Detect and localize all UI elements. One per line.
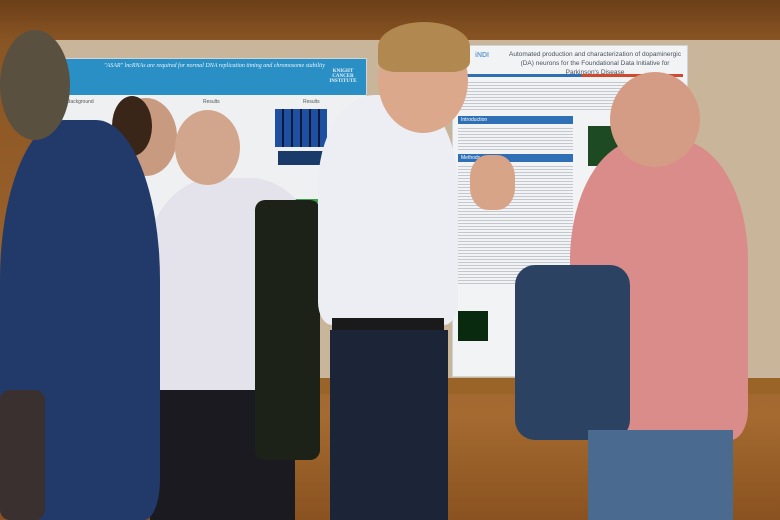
- bald-man-head: [610, 72, 700, 167]
- section-results-2: Results: [303, 99, 320, 105]
- indi-logo: iNDI: [475, 52, 489, 59]
- person-presenter-shirt: [318, 95, 458, 325]
- figure-grid: [275, 109, 327, 147]
- poster-left-title: "ASAR" lncRNAs are required for normal D…: [104, 63, 325, 69]
- hand-holding-paper: [0, 390, 45, 520]
- section-introduction: Introduction: [458, 116, 573, 124]
- section-results-1: Results: [203, 99, 220, 105]
- shoulder-bag: [255, 200, 320, 460]
- title-rule: [458, 74, 683, 77]
- figure-microscopy-2: [458, 311, 488, 341]
- belt: [332, 318, 444, 330]
- poster-right-title: Automated production and characterizatio…: [509, 51, 681, 76]
- bald-head: [175, 110, 240, 185]
- knight-cancer-logo: KNIGHT CANCER INSTITUTE: [329, 69, 357, 84]
- folded-jacket: [515, 265, 630, 440]
- jeans: [588, 430, 733, 520]
- figure-grid-2: [278, 151, 323, 165]
- hand: [470, 155, 515, 210]
- section-background: Background: [67, 99, 94, 105]
- long-hair-head: [0, 30, 70, 140]
- jeans: [330, 330, 448, 520]
- presenter-hair: [378, 22, 470, 72]
- poster-left-banner: "ASAR" lncRNAs are required for normal D…: [63, 59, 366, 95]
- section-methods: Methods: [458, 154, 573, 162]
- intro-text: [458, 126, 573, 151]
